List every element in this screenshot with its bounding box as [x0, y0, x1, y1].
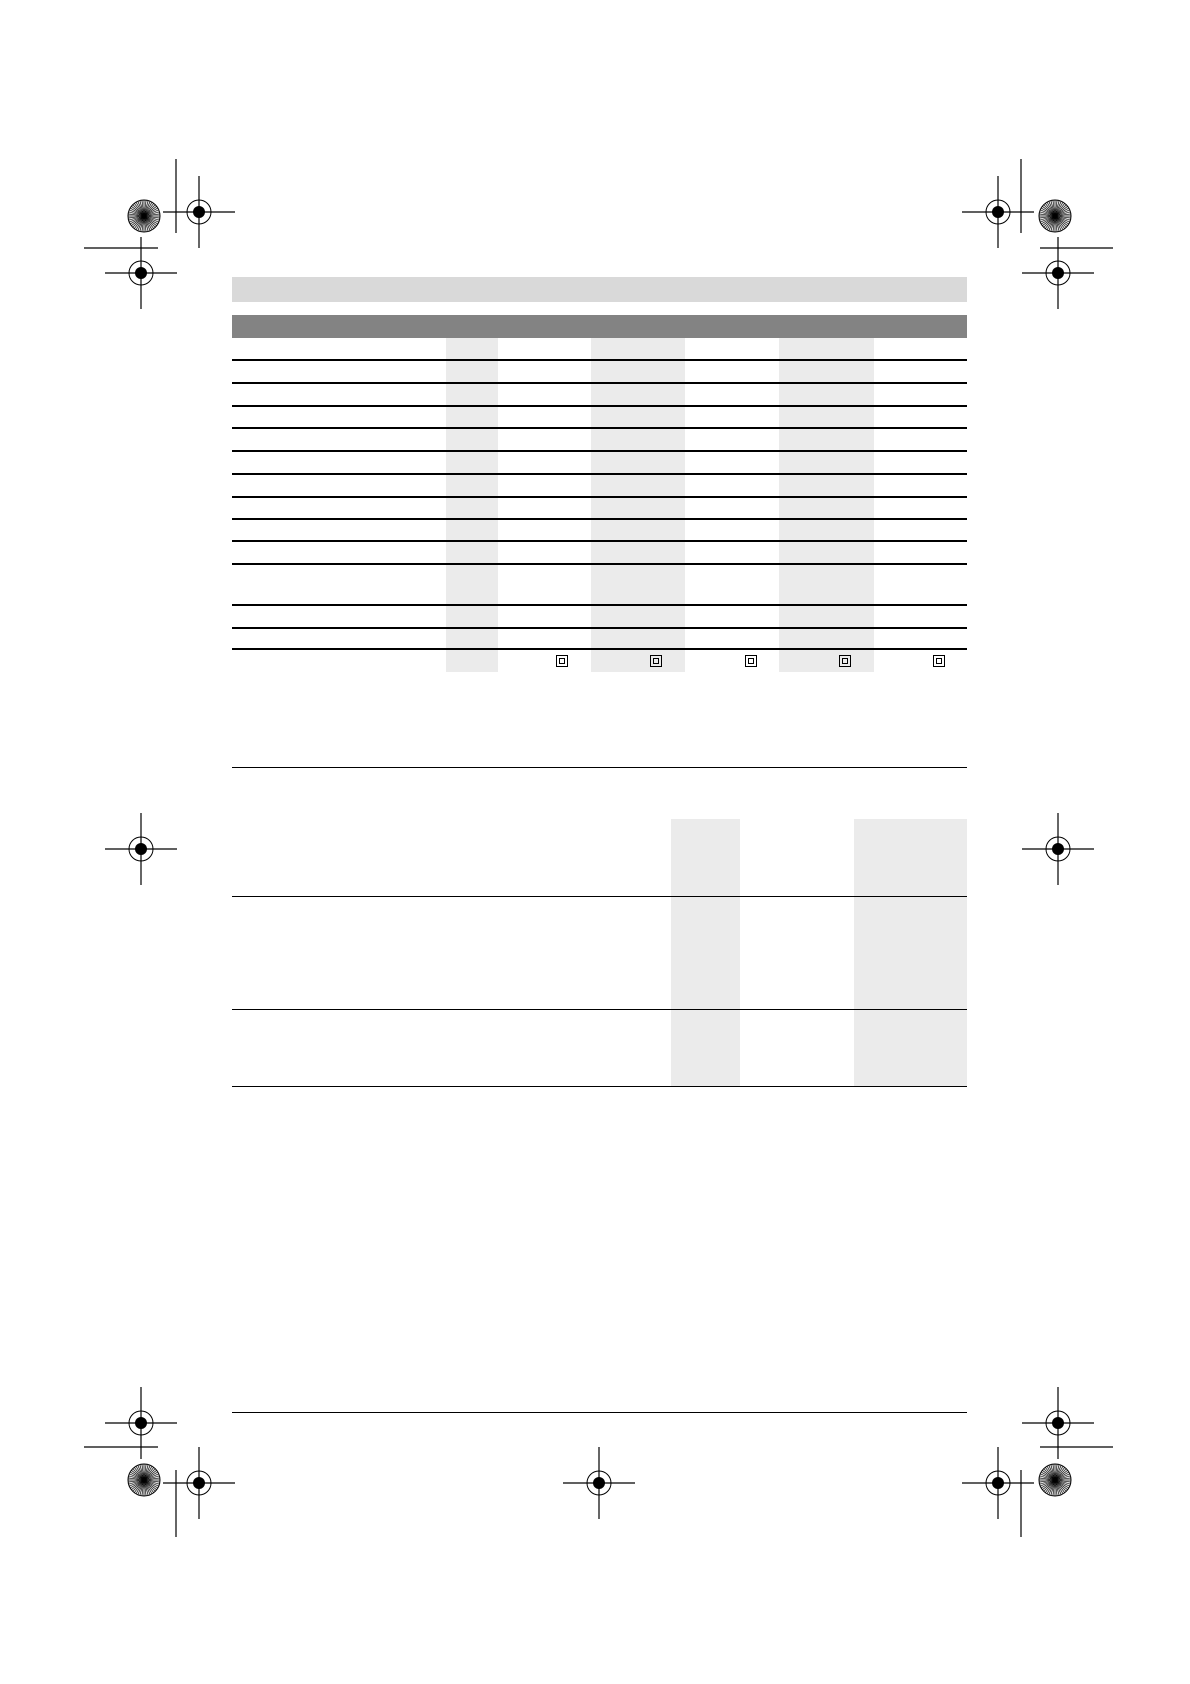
crosshair-registration-icon: [1022, 237, 1094, 309]
table-rule: [232, 1086, 967, 1087]
table-row-rule: [232, 450, 967, 452]
crosshair-registration-icon: [1022, 813, 1094, 885]
table-row-rule: [232, 540, 967, 542]
table-row-rule: [232, 496, 967, 498]
table-row-rule: [232, 473, 967, 475]
crosshair-registration-icon: [105, 1387, 177, 1459]
table-rule: [232, 767, 967, 768]
table-row-rule: [232, 427, 967, 429]
table-row-rule: [232, 359, 967, 361]
table-row-rule: [232, 627, 967, 629]
crosshair-registration-icon: [1022, 1387, 1094, 1459]
shaded-column: [854, 819, 967, 1086]
table-header: [232, 315, 967, 338]
shaded-column: [446, 338, 498, 672]
class-ii-double-insulation-icon: [556, 655, 568, 667]
class-ii-double-insulation-icon: [839, 655, 851, 667]
crosshair-registration-icon: [962, 176, 1034, 248]
table-rule: [232, 1009, 967, 1010]
table-row-rule: [232, 648, 967, 650]
class-ii-double-insulation-icon: [745, 655, 757, 667]
starburst-icon: [1038, 1463, 1072, 1497]
header-band: [232, 277, 967, 302]
crosshair-registration-icon: [962, 1447, 1034, 1519]
crosshair-registration-icon: [163, 176, 235, 248]
crosshair-registration-icon: [105, 237, 177, 309]
table-row-rule: [232, 382, 967, 384]
starburst-icon: [127, 199, 161, 233]
starburst-icon: [1038, 199, 1072, 233]
footer-rule: [232, 1412, 967, 1413]
class-ii-double-insulation-icon: [933, 655, 945, 667]
table-row-rule: [232, 405, 967, 407]
class-ii-double-insulation-icon: [650, 655, 662, 667]
crosshair-registration-icon: [563, 1447, 635, 1519]
shaded-column: [779, 338, 874, 672]
crosshair-registration-icon: [105, 813, 177, 885]
starburst-icon: [127, 1463, 161, 1497]
shaded-column: [671, 819, 740, 1086]
crosshair-registration-icon: [163, 1447, 235, 1519]
table-row-rule: [232, 563, 967, 565]
table-row-rule: [232, 604, 967, 606]
shaded-column: [591, 338, 685, 672]
table-rule: [232, 896, 967, 897]
table-row-rule: [232, 518, 967, 520]
